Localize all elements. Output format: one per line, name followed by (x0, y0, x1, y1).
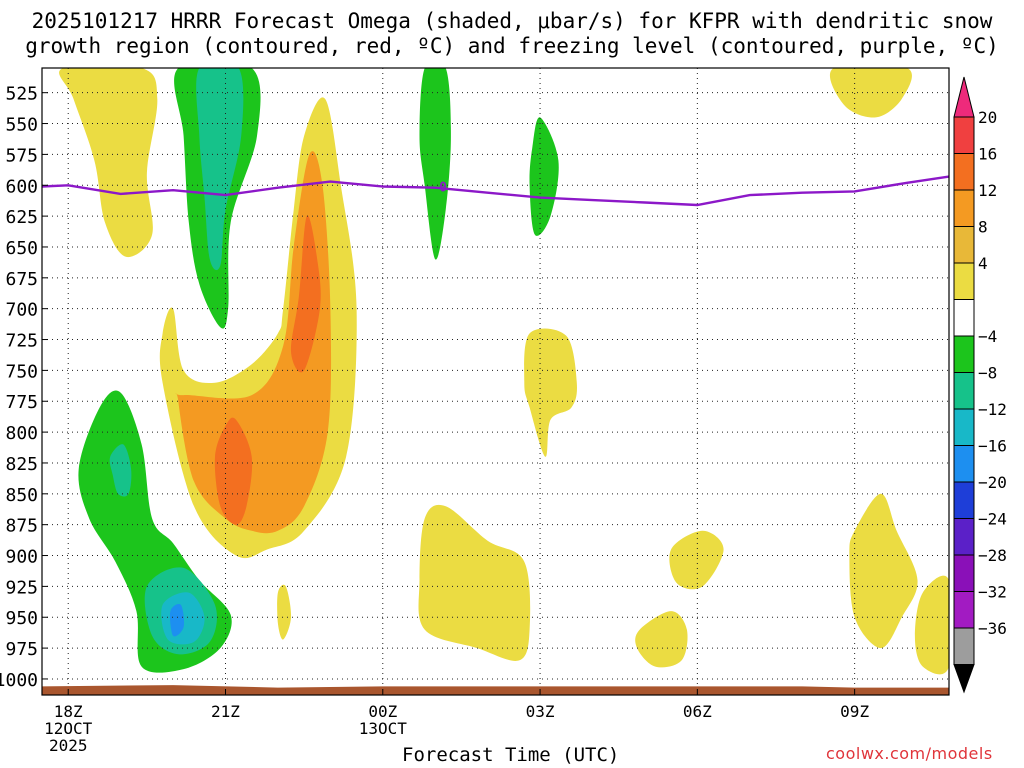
x-tick-label: 18Z (54, 702, 83, 721)
x-tick-label: 09Z (840, 702, 869, 721)
omega-region-14 (529, 117, 559, 236)
colorbar-swatch (953, 372, 975, 410)
y-tick-label: 725 (5, 331, 38, 352)
colorbar-swatch (953, 226, 975, 264)
x-tick-date: 12OCT (44, 719, 93, 738)
plot-frame (41, 67, 950, 696)
colorbar-label: −24 (978, 510, 1007, 529)
omega-region-20 (849, 493, 918, 649)
y-tick-label: 700 (5, 300, 38, 321)
colorbar-top-arrow (953, 76, 975, 118)
chart-title-line-2: growth region (contoured, red, ºC) and f… (25, 34, 999, 58)
colorbar-bottom-arrow (953, 664, 975, 694)
colorbar-swatch (953, 262, 975, 300)
y-tick-label: 825 (5, 454, 38, 475)
y-tick-label: 1000 (0, 670, 38, 691)
site-credit-link[interactable]: coolwx.com/models (826, 744, 993, 763)
x-tick-label: 03Z (526, 702, 555, 721)
y-tick-label: 900 (5, 547, 38, 568)
colorbar-swatch (953, 299, 975, 337)
colorbar-label: 12 (978, 181, 997, 200)
colorbar-label: −36 (978, 619, 1007, 638)
chart-title-line-1: 2025101217 HRRR Forecast Omega (shaded, … (31, 9, 993, 33)
x-tick-label: 00Z (368, 702, 397, 721)
omega-region-21 (914, 575, 949, 675)
colorbar-swatch (953, 116, 975, 154)
colorbar-swatch (953, 591, 975, 629)
y-tick-label: 625 (5, 207, 38, 228)
y-tick-label: 925 (5, 577, 38, 598)
colorbar-swatch (953, 554, 975, 592)
omega-region-17 (635, 611, 688, 668)
y-tick-label: 875 (5, 516, 38, 537)
omega-region-18 (669, 530, 724, 590)
y-tick-label: 675 (5, 269, 38, 290)
y-tick-label: 800 (5, 423, 38, 444)
omega-region-2 (196, 68, 244, 271)
colorbar-label: −4 (978, 327, 997, 346)
colorbar-swatch (953, 518, 975, 556)
colorbar-swatch (953, 408, 975, 446)
omega-region-15 (524, 328, 577, 457)
colorbar-label: −20 (978, 473, 1007, 492)
colorbar-label: −28 (978, 546, 1007, 565)
y-tick-label: 525 (5, 84, 38, 105)
y-tick-label: 550 (5, 115, 38, 136)
colorbar-swatch (953, 627, 975, 665)
y-tick-label: 775 (5, 392, 38, 413)
x-tick-date: 13OCT (359, 719, 408, 738)
colorbar-label: 8 (978, 218, 988, 237)
terrain-surface (42, 685, 949, 695)
colorbar-swatch (953, 481, 975, 519)
y-tick-label: 750 (5, 361, 38, 382)
freezing-level-label: 0 (439, 180, 447, 195)
x-tick-label: 06Z (683, 702, 712, 721)
omega-region-5 (290, 215, 321, 373)
omega-region-19 (829, 68, 912, 118)
colorbar-label: 20 (978, 108, 997, 127)
y-tick-label: 850 (5, 485, 38, 506)
y-tick-label: 650 (5, 238, 38, 259)
x-tick-year: 2025 (49, 736, 88, 755)
omega-region-6 (214, 417, 253, 525)
x-axis-label: Forecast Time (UTC) (402, 744, 620, 766)
omega-region-4 (175, 151, 332, 534)
omega-region-13 (419, 68, 451, 260)
y-tick-label: 600 (5, 176, 38, 197)
omega-region-11 (169, 603, 185, 637)
colorbar-label: −8 (978, 364, 997, 383)
y-tick-label: 950 (5, 608, 38, 629)
colorbar-label: 16 (978, 145, 997, 164)
y-tick-label: 975 (5, 639, 38, 660)
colorbar-label: −12 (978, 400, 1007, 419)
omega-region-16 (418, 504, 531, 661)
y-tick-label: 575 (5, 145, 38, 166)
colorbar-swatch (953, 445, 975, 483)
freezing-level-line (41, 175, 950, 207)
colorbar-swatch (953, 335, 975, 373)
omega-region-8 (109, 444, 132, 497)
colorbar-swatch (953, 153, 975, 191)
omega-region-0 (59, 68, 158, 258)
x-tick-label: 21Z (211, 702, 240, 721)
colorbar-label: 4 (978, 254, 988, 273)
colorbar-swatch (953, 189, 975, 227)
colorbar-label: −16 (978, 437, 1007, 456)
omega-region-12 (277, 584, 292, 640)
colorbar-label: −32 (978, 583, 1007, 602)
